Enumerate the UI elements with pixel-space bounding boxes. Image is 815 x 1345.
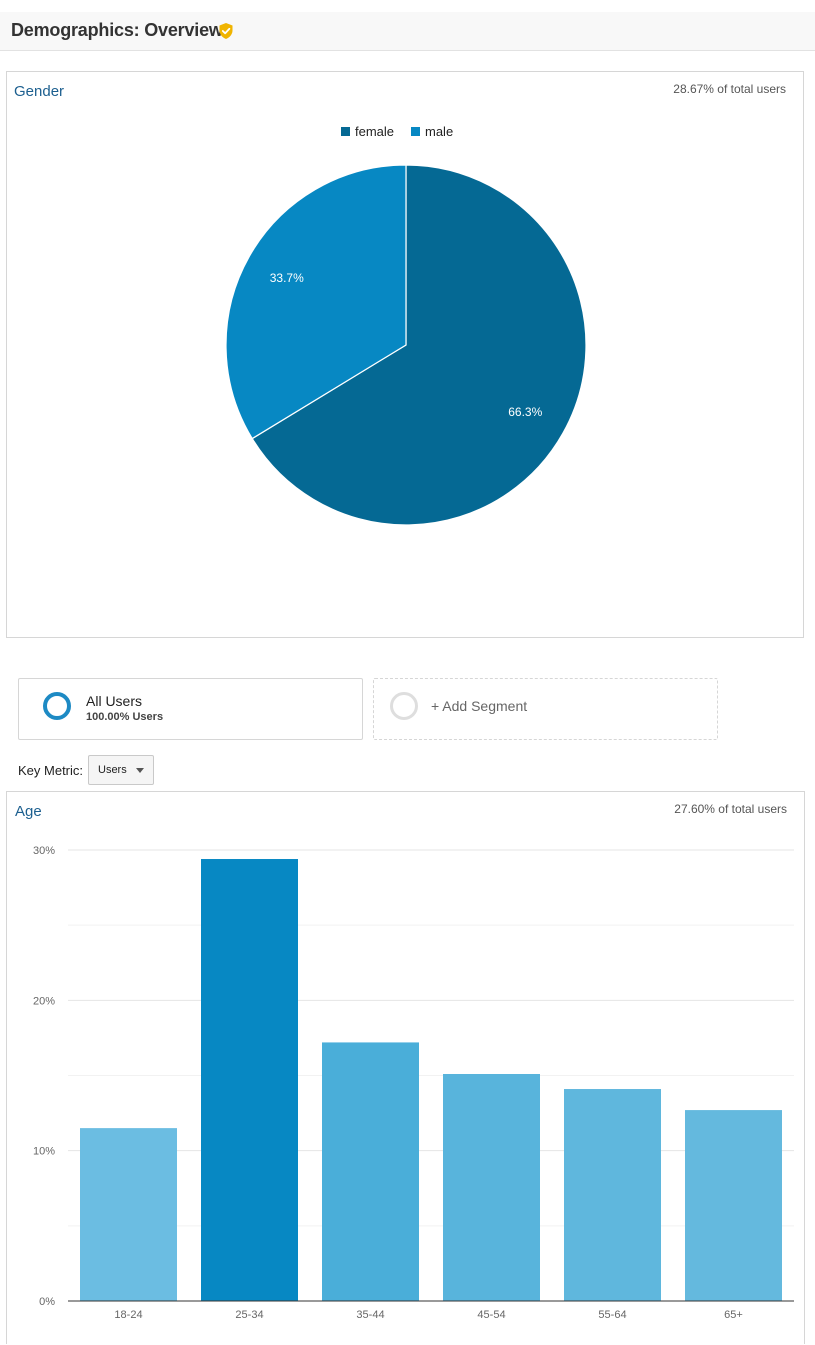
y-tick-label: 20% [33, 995, 55, 1007]
key-metric-dropdown[interactable]: Users [88, 755, 154, 785]
legend-swatch-male [411, 127, 420, 136]
add-segment-button[interactable]: + Add Segment [373, 678, 718, 740]
pie-label-male: 33.7% [270, 271, 304, 285]
add-segment-label: + Add Segment [431, 698, 528, 714]
bar-45-54[interactable] [443, 1073, 540, 1301]
segment-ring-icon [43, 692, 71, 720]
bar-55-64[interactable] [564, 1089, 661, 1301]
key-metric-value: Users [98, 764, 127, 776]
age-title: Age [15, 803, 42, 820]
page-title: Demographics: Overview [11, 20, 223, 40]
x-tick-label-35-44: 35-44 [356, 1309, 384, 1321]
x-tick-label-18-24: 18-24 [114, 1309, 142, 1321]
x-tick-label-45-54: 45-54 [477, 1309, 505, 1321]
segment-name: All Users [86, 693, 143, 709]
pie-slice-male[interactable] [225, 164, 407, 440]
legend-label-male: male [425, 124, 454, 139]
gender-pie-chart: 66.3% 33.7% [225, 164, 587, 526]
legend-item-female[interactable]: female [341, 124, 394, 139]
legend-item-male[interactable]: male [411, 124, 453, 139]
pie-slice-female[interactable] [251, 164, 587, 526]
bar-25-34[interactable] [201, 859, 298, 1301]
x-tick-label-55-64: 55-64 [598, 1309, 626, 1321]
age-percent-of-total: 27.60% of total users [674, 802, 787, 816]
x-tick-label-65+: 65+ [724, 1309, 743, 1321]
gender-title: Gender [14, 83, 65, 100]
gender-panel: Gender 28.67% of total users 66.3% 33.7% … [6, 71, 804, 638]
legend-label-female: female [355, 124, 395, 139]
age-panel: Age 27.60% of total users 0% 10% 20% 30% 18-… [6, 791, 805, 1344]
bar-18-24[interactable] [80, 1128, 177, 1301]
y-tick-label: 10% [33, 1146, 55, 1158]
segment-subtitle: 100.00% Users [86, 711, 164, 723]
age-bar-chart: 0% 10% 20% 30% 18-24 25-34 35-44 45-54 55-64 65+ [33, 845, 794, 1321]
page-header: Demographics: Overview [0, 12, 815, 51]
key-metric-label: Key Metric: [18, 763, 84, 778]
empty-segment-ring-icon [390, 692, 418, 720]
bar-65+[interactable] [685, 1110, 782, 1301]
chevron-down-icon [136, 768, 144, 773]
segment-all-users[interactable]: All Users 100.00% Users [18, 678, 363, 740]
x-tick-label-25-34: 25-34 [235, 1309, 263, 1321]
legend-swatch-female [341, 127, 350, 136]
y-tick-label: 0% [39, 1296, 55, 1308]
shield-check-icon[interactable] [218, 22, 234, 45]
pie-label-female: 66.3% [508, 405, 542, 419]
gender-percent-of-total: 28.67% of total users [673, 82, 786, 96]
bar-35-44[interactable] [322, 1042, 419, 1301]
y-tick-label: 30% [33, 845, 55, 857]
